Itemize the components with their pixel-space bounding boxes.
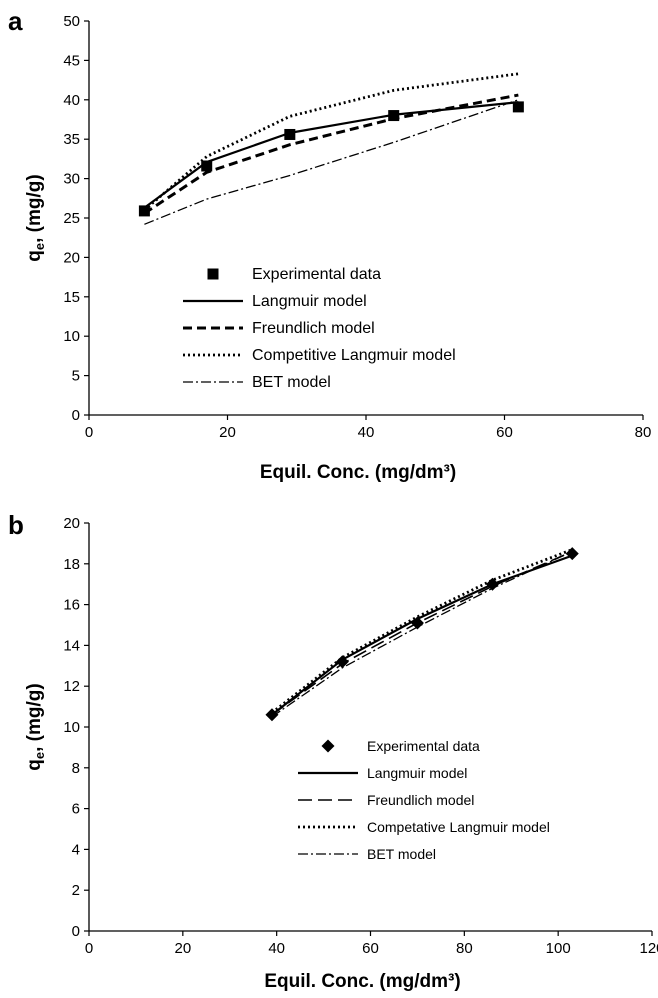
y-axis-title-main: q [24, 250, 45, 262]
y-tick-label: 45 [63, 52, 80, 69]
y-tick-label: 35 [63, 131, 80, 148]
panel-letter: b [8, 510, 24, 540]
legend-label-bet-model: BET model [252, 374, 331, 391]
x-tick-label: 0 [85, 940, 93, 957]
x-tick-label: 80 [635, 424, 652, 441]
series-line-competative-langmuir-model [271, 548, 573, 714]
series-line-competitive-langmuir-model [143, 72, 519, 212]
y-tick-label: 25 [63, 210, 80, 227]
legend-label-competitive-langmuir-model: Competitive Langmuir model [252, 347, 456, 364]
y-tick-label: 20 [63, 249, 80, 266]
y-tick-label: 50 [63, 13, 80, 30]
panel-letter: a [8, 6, 23, 36]
x-tick-label: 20 [174, 940, 191, 957]
x-tick-label: 100 [546, 940, 571, 957]
legend-label-experimental-data: Experimental data [367, 738, 480, 754]
data-point-experimental-data [512, 101, 524, 113]
y-axis-title-sub: e [32, 243, 47, 250]
legend-label-experimental-data: Experimental data [252, 266, 381, 283]
y-axis-title: qe, (mg/g) [24, 174, 47, 261]
legend-label-competative-langmuir-model: Competative Langmuir model [367, 819, 550, 835]
y-tick-label: 14 [63, 637, 80, 654]
data-point-experimental-data [201, 160, 213, 172]
y-tick-label: 8 [72, 760, 80, 777]
legend-label-freundlich-model: Freundlich model [367, 792, 474, 808]
x-tick-label: 0 [85, 424, 93, 441]
y-tick-label: 4 [72, 841, 80, 858]
y-tick-label: 10 [63, 328, 80, 345]
y-axis-title-main: q [24, 759, 45, 771]
y-tick-label: 40 [63, 92, 80, 109]
y-tick-label: 6 [72, 801, 80, 818]
series-line-freundlich-model [271, 550, 573, 716]
x-tick-label: 40 [268, 940, 285, 957]
legend-label-langmuir-model: Langmuir model [252, 293, 367, 310]
y-tick-label: 30 [63, 171, 80, 188]
x-tick-label: 60 [496, 424, 513, 441]
y-tick-label: 10 [63, 719, 80, 736]
data-point-experimental-data [138, 205, 150, 217]
series-line-bet-model [271, 550, 573, 718]
y-tick-label: 12 [63, 678, 80, 695]
series-line-langmuir-model [271, 554, 573, 716]
y-tick-label: 5 [72, 368, 80, 385]
x-tick-label: 120 [639, 940, 658, 957]
legend-marker-experimental-data [207, 268, 219, 280]
y-tick-label: 2 [72, 882, 80, 899]
x-tick-label: 60 [362, 940, 379, 957]
y-tick-label: 0 [72, 407, 80, 424]
chart-panel-b: b 0 2 4 6 8 10 12 14 16 18 20 0 20 40 60 80 100 120 Equil. … [8, 510, 658, 992]
x-axis-title: Equil. Conc. (mg/dm³) [260, 462, 456, 483]
y-tick-label: 15 [63, 289, 80, 306]
y-tick-label: 0 [72, 923, 80, 940]
x-tick-label: 20 [219, 424, 236, 441]
y-tick-label: 16 [63, 597, 80, 614]
y-tick-label: 20 [63, 515, 80, 532]
y-axis-title-sub: e [32, 752, 47, 759]
y-axis-title-tail: , (mg/g) [24, 174, 45, 243]
series-line-langmuir-model [143, 101, 519, 209]
y-axis-title-tail: , (mg/g) [24, 683, 45, 752]
legend-marker-experimental-data [321, 739, 335, 753]
y-tick-label: 18 [63, 556, 80, 573]
x-tick-label: 40 [358, 424, 375, 441]
y-axis-title: qe, (mg/g) [24, 683, 47, 770]
x-tick-label: 80 [456, 940, 473, 957]
data-point-experimental-data [284, 128, 296, 140]
legend-label-bet-model: BET model [367, 846, 436, 862]
legend-label-freundlich-model: Freundlich model [252, 320, 375, 337]
legend-label-langmuir-model: Langmuir model [367, 765, 467, 781]
chart-panel-a: a 0 5 10 15 20 25 30 35 40 45 50 0 20 40 60 80 Equil. Con… [8, 6, 651, 483]
x-axis-title: Equil. Conc. (mg/dm³) [264, 971, 460, 992]
series-line-freundlich-model [143, 93, 519, 215]
series-line-bet-model [144, 99, 519, 225]
